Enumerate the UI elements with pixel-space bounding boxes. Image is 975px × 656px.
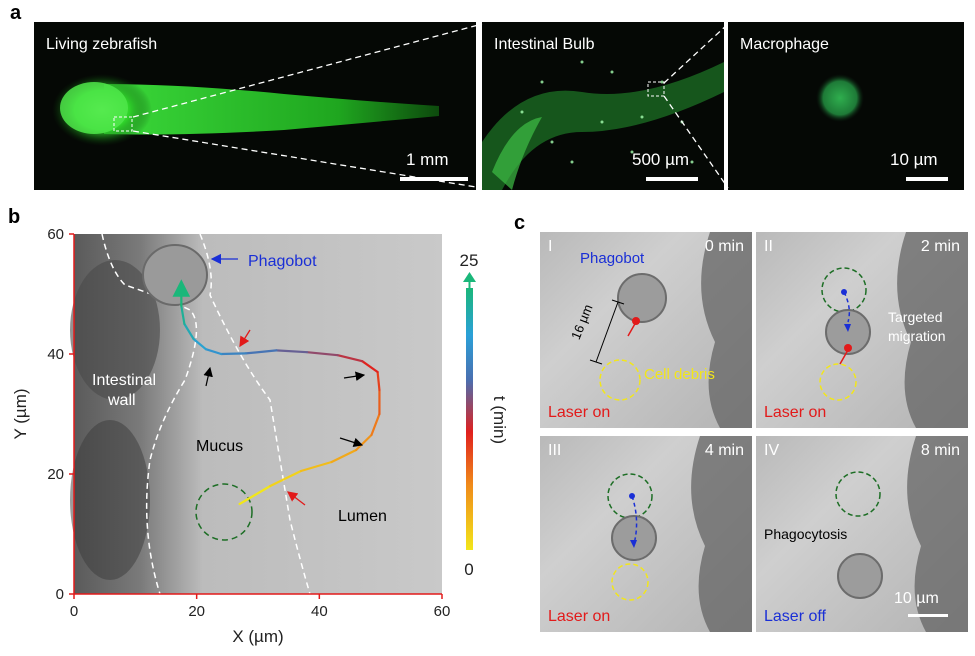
intestinal-bulb-scale-label: 500 µm: [632, 150, 690, 169]
x-tick-label: 60: [434, 603, 451, 620]
intestinal-bulb-title: Intestinal Bulb: [494, 36, 595, 53]
frame-ii-roman: II: [764, 238, 773, 255]
frame-ii-time: 2 min: [920, 238, 960, 255]
frame-i-drawing: [589, 232, 752, 428]
red-arrow-1: [239, 329, 251, 348]
frame-i-laser: Laser on: [548, 404, 611, 421]
black-arrow-3: [339, 437, 364, 448]
y-ticks: 0 20 40 60: [47, 226, 74, 603]
panel-b-letter: b: [8, 206, 21, 228]
target-circle: [195, 483, 253, 541]
trajectory-segment: [204, 348, 223, 356]
zebrafish-scale-bar: [400, 177, 468, 181]
panel-c-letter: c: [514, 212, 526, 234]
phagocytosis-label: Phagocytosis: [764, 526, 848, 542]
trajectory-segment: [370, 412, 381, 437]
trajectory-line: [172, 279, 381, 506]
trajectory-segment: [183, 322, 195, 341]
colorbar: [466, 288, 473, 550]
y-axis-label: Y (µm): [11, 388, 30, 439]
trajectory-segment: [244, 349, 278, 355]
macrophage-scale-label: 10 µm: [890, 150, 938, 169]
zebrafish-scale-label: 1 mm: [406, 150, 449, 169]
x-tick-label: 0: [70, 603, 78, 620]
macrophage-drawing: [816, 74, 864, 122]
frame-iv-drawing: [835, 436, 968, 632]
frame-ii: II 2 min Targeted migration Laser on: [756, 232, 968, 428]
x-tick-label: 40: [311, 603, 328, 620]
panel-a-letter: a: [10, 2, 22, 24]
trajectory-segment: [192, 337, 207, 351]
y-tick-label: 0: [56, 586, 64, 603]
macrophage-title: Macrophage: [740, 36, 829, 53]
frame-iv-roman: IV: [764, 442, 780, 459]
mucus-label: Mucus: [196, 438, 243, 455]
frame-ii-laser: Laser on: [764, 404, 827, 421]
trajectory-segment: [376, 370, 381, 392]
x-axis-label: X (µm): [232, 627, 283, 646]
trajectory-segment: [361, 360, 379, 374]
frame-i-roman: I: [548, 238, 553, 255]
frame-iv-time: 8 min: [920, 442, 960, 459]
zebrafish-image: Living zebrafish 1 mm: [34, 22, 476, 190]
colorbar-label: t (min): [490, 396, 509, 444]
y-tick-label: 20: [47, 466, 64, 483]
frame-iv-scale-label: 10 µm: [894, 590, 939, 607]
frame-i-phagobot-label: Phagobot: [580, 250, 645, 267]
trajectory-segment: [305, 351, 339, 357]
intestinal-bulb-scale-bar: [646, 177, 698, 181]
black-arrow-1: [203, 366, 213, 387]
frame-iv: IV 8 min Phagocytosis 10 µm Laser off: [756, 436, 968, 632]
intestinal-bulb-drawing: [482, 60, 724, 190]
trajectory-segment: [180, 304, 186, 326]
cell-debris-label: Cell debris: [644, 366, 715, 383]
zoom-lines: [132, 23, 729, 189]
red-arrow-2: [286, 491, 306, 506]
frame-ii-drawing: [819, 232, 968, 428]
frame-iii-time: 4 min: [704, 442, 744, 459]
y-tick-label: 60: [47, 226, 64, 243]
trajectory-segment: [336, 354, 364, 363]
x-ticks: 0 20 40 60: [70, 594, 451, 620]
intestinal-bulb-image: Intestinal Bulb 500 µm: [482, 22, 724, 190]
macrophage-image: Macrophage 10 µm: [728, 22, 964, 190]
frame-iii-drawing: [607, 436, 752, 632]
phagobot-cell: [142, 244, 208, 306]
lumen-label: Lumen: [338, 508, 387, 525]
phagobot-label: Phagobot: [248, 253, 317, 270]
frame-iii-roman: III: [548, 442, 562, 459]
black-arrow-2: [343, 371, 366, 381]
intestinal-wall-label: Intestinal wall: [92, 372, 156, 409]
trajectory-segment: [299, 460, 333, 473]
frame-iv-laser: Laser off: [764, 608, 826, 625]
trajectory-segment: [355, 433, 373, 452]
trajectory-segment: [330, 448, 358, 464]
zebrafish-drawing: [52, 74, 439, 146]
frame-iii: III 4 min Laser on: [540, 436, 752, 632]
x-tick-label: 20: [188, 603, 205, 620]
targeted-migration-label: Targeted migration: [888, 309, 946, 344]
colorbar-min-label: 0: [464, 560, 473, 579]
trajectory-segment: [220, 352, 247, 356]
macrophage-scale-bar: [906, 177, 948, 181]
frame-i: I 0 min Phagobot 16 µm Cell debris Laser…: [540, 232, 752, 428]
frame-iv-scale-bar: [908, 614, 948, 617]
trajectory-chart: Phagobot Intestinal wall Mucus Lumen 0 20 4…: [11, 226, 509, 646]
y-tick-label: 40: [47, 346, 64, 363]
trajectory-segment: [269, 469, 303, 488]
colorbar-max-label: 25: [460, 251, 479, 270]
frame-iii-laser: Laser on: [548, 608, 611, 625]
trajectory-segment: [275, 349, 309, 354]
trajectory-segment: [238, 484, 272, 506]
frame-i-time: 0 min: [704, 238, 744, 255]
zebrafish-title: Living zebrafish: [46, 36, 158, 53]
